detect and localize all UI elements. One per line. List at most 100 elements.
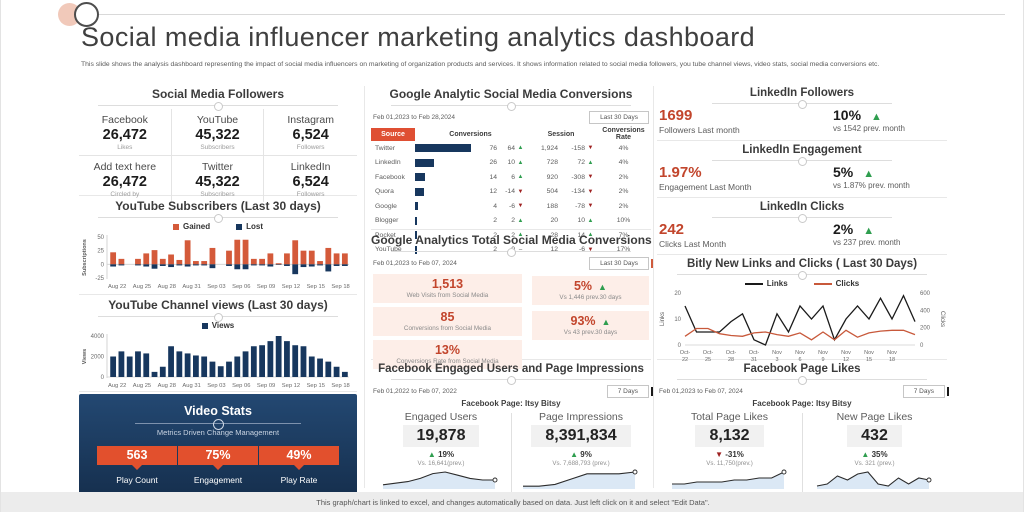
svg-text:28: 28 bbox=[728, 357, 734, 363]
conversions-bar bbox=[415, 144, 471, 153]
svg-text:6: 6 bbox=[798, 357, 801, 363]
engaged-users-sparkline bbox=[382, 471, 498, 489]
page-subtitle: This slide shows the analysis dashboard … bbox=[81, 61, 880, 68]
svg-text:20: 20 bbox=[674, 291, 681, 297]
legend-item: Views bbox=[201, 321, 234, 330]
svg-text:Nov: Nov bbox=[795, 350, 805, 356]
legend-item: Links bbox=[744, 279, 788, 288]
conversions-bar bbox=[415, 231, 417, 240]
svg-text:Nov: Nov bbox=[772, 350, 782, 356]
svg-text:Sep 06: Sep 06 bbox=[232, 383, 250, 389]
fb-engaged-period-button[interactable]: 7 Days bbox=[606, 385, 654, 398]
conversions-table-header: Source Conversions Session Conversions R… bbox=[371, 127, 651, 141]
svg-text:0: 0 bbox=[678, 343, 682, 349]
svg-text:Sep 12: Sep 12 bbox=[282, 284, 300, 290]
svg-text:Aug 25: Aug 25 bbox=[133, 284, 151, 290]
panel-divider bbox=[802, 413, 803, 494]
total-conversions-period-button[interactable]: Last 30 Days bbox=[589, 257, 653, 270]
panel-divider bbox=[511, 413, 512, 494]
svg-text:2000: 2000 bbox=[91, 355, 105, 361]
engagement-badge: 75% bbox=[178, 446, 258, 470]
fb-likes-period-button[interactable]: 7 Days bbox=[902, 385, 950, 398]
follower-stat-twitter: Twitter 45,322 Subscribers bbox=[172, 156, 265, 202]
conversions-table-panel: Google Analytic Social Media Conversions… bbox=[371, 84, 651, 254]
svg-text:31: 31 bbox=[751, 357, 757, 363]
follower-stat-facebook: Facebook 26,472 Likes bbox=[79, 109, 172, 156]
conversions-stat: 85 Conversions from Social Media bbox=[373, 307, 522, 336]
svg-text:4000: 4000 bbox=[91, 334, 105, 340]
conversion-rate-stat: 13% Conversions Rate from Social Media bbox=[373, 340, 522, 369]
new-page-likes-stat: New Page Likes 432 ▲ 35% Vs. 321 (prev.) bbox=[802, 411, 947, 496]
svg-text:200: 200 bbox=[920, 326, 931, 332]
divider-handle bbox=[390, 247, 632, 257]
follower-stat-placeholder: Add text here 26,472 Circled by bbox=[79, 156, 172, 202]
svg-text:Sep 09: Sep 09 bbox=[257, 383, 275, 389]
down-arrow-icon: ▼ bbox=[715, 450, 723, 459]
web-visits-stat: 1,513 Web Visits from Social Media bbox=[373, 274, 522, 303]
svg-text:Sep 03: Sep 03 bbox=[207, 284, 225, 290]
views-legend: Views bbox=[79, 320, 357, 331]
conversions-bar bbox=[415, 187, 424, 196]
conversions-bar bbox=[415, 158, 434, 167]
divider-handle bbox=[712, 99, 892, 109]
svg-text:Aug 28: Aug 28 bbox=[158, 383, 176, 389]
engaged-users-stat: Engaged Users 19,878 ▲ 19% Vs. 16,641(pr… bbox=[371, 411, 511, 496]
linkedin-followers-panel: LinkedIn Followers 1699 Followers Last m… bbox=[657, 84, 947, 141]
play-count-stat: 563 Play Count bbox=[97, 446, 177, 485]
svg-text:Aug 22: Aug 22 bbox=[108, 383, 126, 389]
svg-text:Subscriptions: Subscriptions bbox=[82, 239, 88, 276]
svg-text:600: 600 bbox=[920, 291, 931, 297]
up-arrow-icon: ▲ bbox=[598, 282, 607, 292]
svg-text:Sep 03: Sep 03 bbox=[207, 383, 225, 389]
divider-handle bbox=[390, 101, 632, 111]
table-row: Blogger 2 2 ▲ 20 10 ▲ 10% bbox=[375, 216, 631, 225]
fb-engaged-title: Facebook Engaged Users and Page Impressi… bbox=[378, 363, 644, 375]
svg-text:-25: -25 bbox=[95, 276, 104, 282]
page-title: Social media influencer marketing analyt… bbox=[81, 22, 756, 52]
conversions-bar bbox=[415, 245, 417, 254]
svg-text:10: 10 bbox=[674, 317, 681, 323]
svg-text:18: 18 bbox=[889, 357, 895, 363]
conversions-bar bbox=[415, 216, 417, 225]
svg-text:Aug 31: Aug 31 bbox=[182, 383, 200, 389]
svg-text:Nov: Nov bbox=[887, 350, 897, 356]
fb-engaged-panel: Facebook Engaged Users and Page Impressi… bbox=[371, 360, 654, 494]
svg-text:Sep 18: Sep 18 bbox=[331, 284, 349, 290]
svg-text:Aug 22: Aug 22 bbox=[108, 284, 126, 290]
bitly-panel: Bitly New Links and Clicks ( Last 30 Day… bbox=[657, 255, 947, 363]
table-row: Facebook 14 6 ▲ 920 -308 ▼ 2% bbox=[375, 173, 629, 182]
up-arrow-icon: ▲ bbox=[861, 450, 870, 459]
engagement-stat: 75% Engagement bbox=[178, 446, 258, 485]
svg-text:Oct-: Oct- bbox=[680, 350, 691, 356]
divider-handle bbox=[98, 213, 338, 223]
svg-text:Sep 12: Sep 12 bbox=[282, 383, 300, 389]
page-impressions-sparkline bbox=[523, 469, 638, 489]
table-row: Pocket 2 2 ▲ 28 14 ▲ 7% bbox=[375, 231, 629, 240]
total-likes-sparkline bbox=[671, 469, 786, 489]
svg-text:3: 3 bbox=[775, 357, 778, 363]
youtube-subscribers-title: YouTube Subscribers (Last 30 days) bbox=[115, 199, 321, 213]
svg-text:Sep 06: Sep 06 bbox=[232, 284, 250, 290]
video-stats-title: Video Stats bbox=[184, 404, 252, 418]
svg-text:25: 25 bbox=[705, 357, 711, 363]
linkedin-followers-value: 1699 Followers Last month bbox=[659, 107, 740, 135]
legend-item: Lost bbox=[236, 222, 263, 231]
svg-text:Nov: Nov bbox=[864, 350, 874, 356]
divider-handle bbox=[712, 213, 892, 223]
conversions-table-title: Google Analytic Social Media Conversions bbox=[389, 87, 633, 101]
followers-grid: Facebook 26,472 Likes YouTube 45,322 Sub… bbox=[79, 109, 357, 202]
column-divider bbox=[364, 86, 365, 488]
play-count-badge: 563 bbox=[97, 446, 177, 470]
linkedin-clicks-value: 242 Clicks Last Month bbox=[659, 221, 727, 249]
video-stats-row: 563 Play Count 75% Engagement 49% Play R… bbox=[79, 446, 357, 485]
svg-text:Views: Views bbox=[82, 349, 88, 365]
svg-text:Aug 31: Aug 31 bbox=[182, 284, 200, 290]
svg-text:Aug 25: Aug 25 bbox=[133, 383, 151, 389]
svg-text:Nov: Nov bbox=[818, 350, 828, 356]
conversions-bar bbox=[415, 202, 418, 211]
linkedin-engagement-value: 1.97% Engagement Last Month bbox=[659, 164, 752, 192]
bitly-chart: 201006004002000Oct-22Oct-25Oct-28Oct-31N… bbox=[660, 291, 945, 363]
conversions-period-button[interactable]: Last 30 Days bbox=[589, 111, 649, 124]
divider-handle bbox=[134, 418, 302, 430]
legend-item: Gained bbox=[172, 222, 210, 231]
